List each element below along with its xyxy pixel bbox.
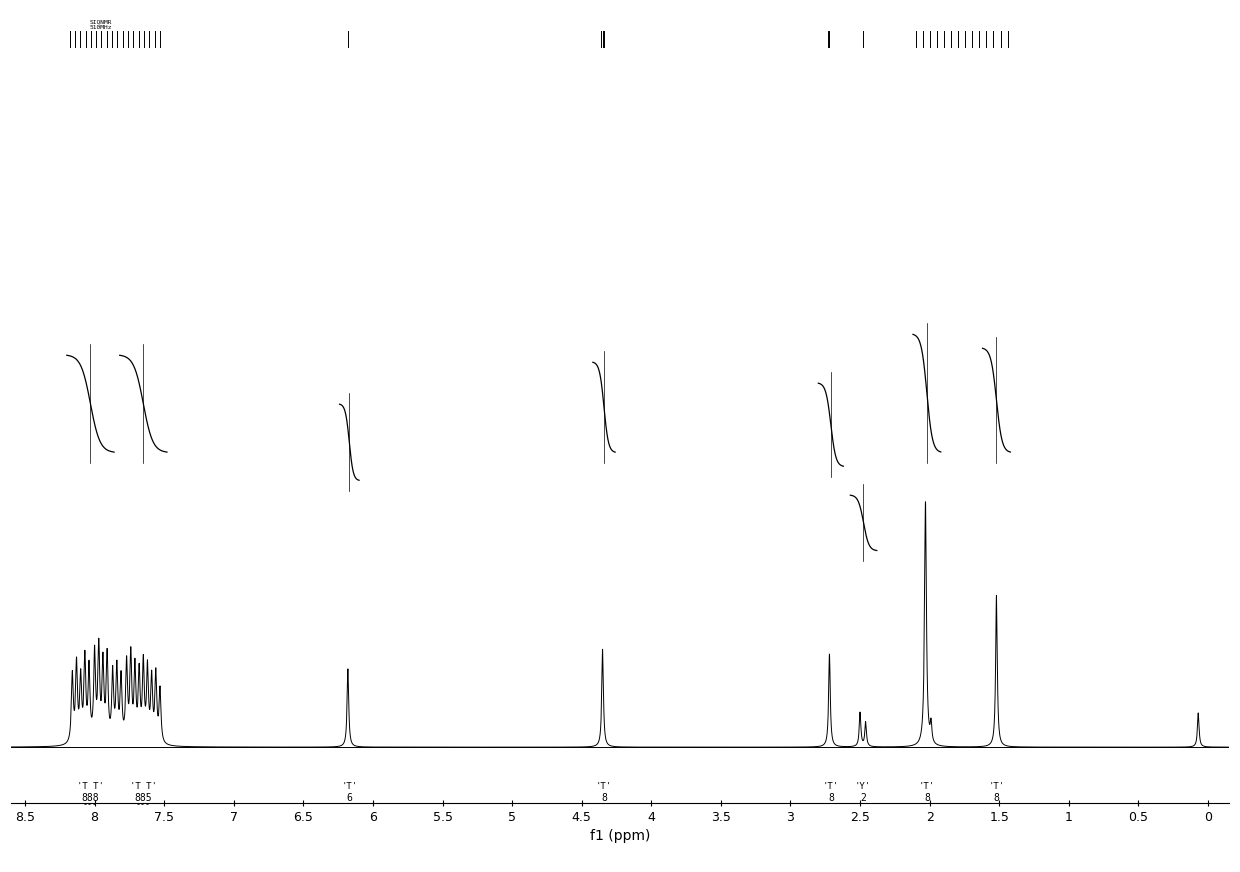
Text: 'T T': 'T T' xyxy=(77,782,104,791)
Text: ---: --- xyxy=(136,800,151,808)
Text: SIQNMR
510MHz: SIQNMR 510MHz xyxy=(89,19,112,30)
Text: 888: 888 xyxy=(82,793,99,803)
Text: 'T T': 'T T' xyxy=(130,782,156,791)
Text: 2: 2 xyxy=(859,793,866,803)
Text: 6: 6 xyxy=(346,793,352,803)
Text: 8: 8 xyxy=(601,793,606,803)
X-axis label: f1 (ppm): f1 (ppm) xyxy=(590,829,650,843)
Text: 885: 885 xyxy=(134,793,153,803)
Text: 8: 8 xyxy=(993,793,999,803)
Text: 'T': 'T' xyxy=(988,782,1004,791)
Text: 'T': 'T' xyxy=(596,782,613,791)
Text: 'T': 'T' xyxy=(823,782,839,791)
Text: 8: 8 xyxy=(828,793,833,803)
Text: 'Y': 'Y' xyxy=(854,782,870,791)
Text: 8: 8 xyxy=(924,793,930,803)
Text: ---: --- xyxy=(83,800,98,808)
Text: 'T': 'T' xyxy=(341,782,357,791)
Text: 'T': 'T' xyxy=(919,782,935,791)
